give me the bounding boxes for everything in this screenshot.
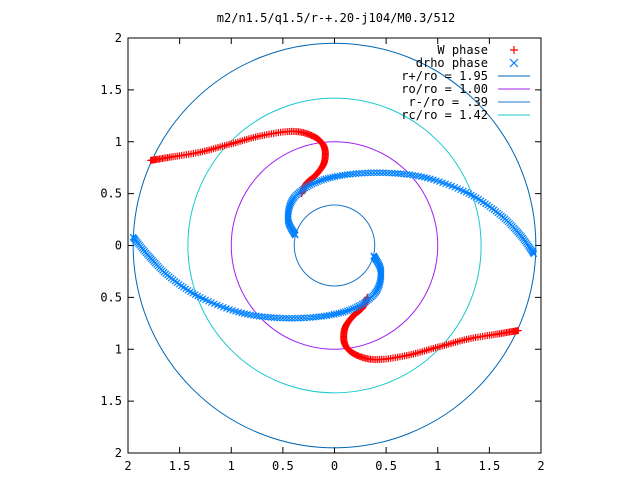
radius-circles bbox=[132, 42, 537, 449]
chart-title: m2/n1.5/q1.5/r-+.20-j104/M0.3/512 bbox=[217, 11, 455, 25]
drho-phase-point bbox=[279, 314, 287, 322]
drho-phase-point bbox=[320, 312, 328, 320]
drho-phase-point bbox=[385, 169, 393, 177]
legend-label: rc/ro = 1.42 bbox=[401, 108, 488, 122]
drho-phase-point bbox=[318, 312, 325, 320]
drho-phase-point bbox=[312, 178, 320, 186]
drho-phase-point bbox=[376, 169, 384, 177]
y-tick-label: 1.5 bbox=[100, 394, 122, 408]
drho-phase-point bbox=[310, 179, 318, 187]
drho-phase-point bbox=[388, 169, 396, 177]
drho-phase-point bbox=[282, 314, 290, 322]
drho-phase-point bbox=[346, 170, 354, 178]
radius-circle bbox=[187, 97, 482, 394]
legend-label: W phase bbox=[437, 43, 488, 57]
drho-phase-point bbox=[344, 171, 351, 179]
x-tick-label: 0.5 bbox=[272, 459, 294, 473]
drho-phase-point bbox=[379, 169, 387, 177]
drho-phase-point bbox=[306, 181, 314, 189]
drho-phase-point bbox=[129, 233, 137, 241]
y-tick-label: 1 bbox=[115, 342, 122, 356]
y-tick-label: 2 bbox=[115, 31, 122, 45]
x-tick-label: 1.5 bbox=[169, 459, 191, 473]
drho-phase-point bbox=[373, 169, 381, 177]
drho-phase-point bbox=[273, 314, 281, 322]
drho-phase-point bbox=[341, 308, 349, 315]
drho-phase-point bbox=[314, 178, 322, 186]
x-tick-label: 1.5 bbox=[479, 459, 501, 473]
drho-phase-point bbox=[315, 313, 323, 321]
y-tick-label: 0.5 bbox=[100, 290, 122, 304]
legend-label: r-/ro = .39 bbox=[409, 95, 488, 109]
drho-phase-point bbox=[347, 305, 355, 313]
x-tick-label: 0.5 bbox=[375, 459, 397, 473]
legend-label: r+/ro = 1.95 bbox=[401, 69, 488, 83]
drho-phase-point bbox=[320, 176, 328, 183]
drho-phase-point bbox=[308, 180, 316, 188]
x-tick-label: 2 bbox=[537, 459, 544, 473]
x-tick-label: 1 bbox=[228, 459, 235, 473]
y-tick-label: 0 bbox=[115, 239, 122, 253]
drho-phase-point bbox=[351, 304, 359, 312]
radius-circle bbox=[293, 204, 376, 287]
drho-phase-point bbox=[318, 176, 326, 184]
drho-phase-point bbox=[370, 169, 378, 177]
drho-phase-point bbox=[294, 314, 302, 322]
legend-label: drho phase bbox=[416, 56, 488, 70]
legend-marker bbox=[510, 46, 518, 54]
y-tick-label: 1 bbox=[115, 135, 122, 149]
drho-phase-point bbox=[530, 250, 538, 258]
drho-phase-point bbox=[316, 177, 324, 185]
x-tick-label: 2 bbox=[124, 459, 131, 473]
axes-ticks: 2 1.5 1 0.5 0 0.5 1 1.5 221.510.500.511.52 bbox=[100, 31, 544, 473]
drho-phase-point bbox=[341, 171, 349, 179]
drho-phase-point bbox=[367, 169, 375, 177]
x-tick-label: 0 bbox=[331, 459, 338, 473]
legend-marker bbox=[509, 58, 519, 68]
phase-series bbox=[129, 127, 538, 364]
drho-phase-point bbox=[291, 314, 299, 322]
drho-phase-point bbox=[345, 306, 353, 314]
y-tick-label: 2 bbox=[115, 446, 122, 460]
drho-phase-point bbox=[355, 302, 363, 310]
radius-circle bbox=[132, 42, 537, 449]
drho-phase-point bbox=[349, 305, 357, 313]
drho-phase-point bbox=[276, 314, 284, 322]
drho-phase-point bbox=[353, 303, 361, 311]
y-tick-label: 0.5 bbox=[100, 187, 122, 201]
legend-label: ro/ro = 1.00 bbox=[401, 82, 488, 96]
drho-phase-point bbox=[285, 314, 293, 322]
x-tick-label: 1 bbox=[434, 459, 441, 473]
drho-phase-point bbox=[382, 169, 390, 177]
y-tick-label: 1.5 bbox=[100, 83, 122, 97]
drho-phase-point bbox=[288, 314, 296, 322]
radius-circle bbox=[230, 141, 439, 350]
drho-phase-point bbox=[343, 307, 351, 315]
